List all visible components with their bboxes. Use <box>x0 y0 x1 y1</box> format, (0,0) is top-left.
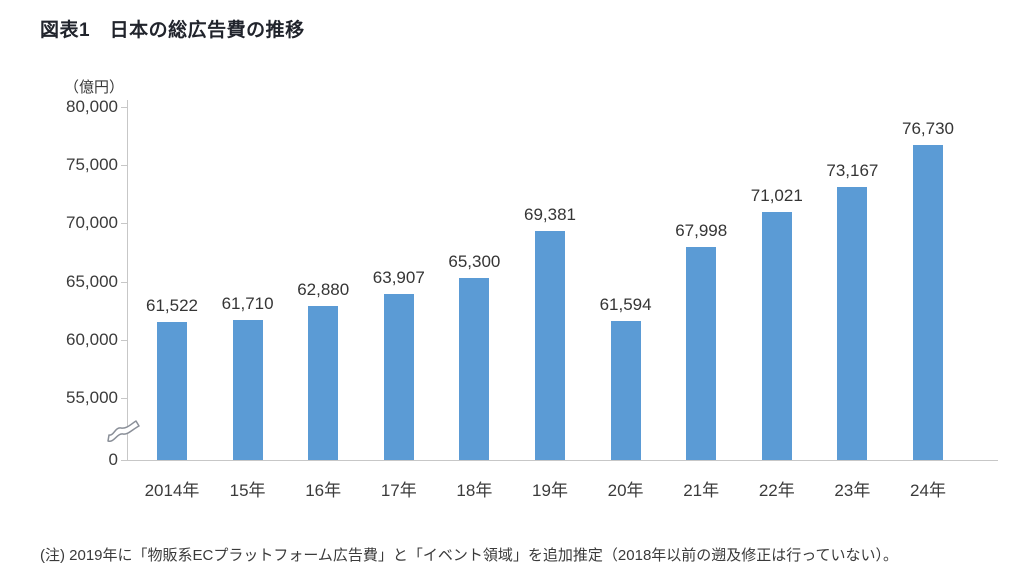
bar-value-label: 65,300 <box>448 252 501 272</box>
y-axis-tick-label: 70,000 <box>66 213 118 233</box>
x-axis-baseline <box>127 460 998 461</box>
bar-value-label: 73,167 <box>826 160 879 180</box>
y-axis-tick <box>121 398 127 399</box>
y-axis-tick <box>121 339 127 341</box>
bar-value-label: 63,907 <box>372 268 425 288</box>
bar <box>383 294 414 460</box>
x-axis-label: 17年 <box>380 481 417 500</box>
bar <box>459 278 490 460</box>
footnote: (注) 2019年に「物販系ECプラットフォーム広告費」と「イベント領域」を追加… <box>40 547 899 564</box>
x-axis-label: 19年 <box>532 481 568 500</box>
chart-title: 図表1 日本の総広告費の推移 <box>40 20 305 41</box>
bar <box>232 319 263 460</box>
bar <box>761 211 792 460</box>
axis-break-icon <box>107 420 140 442</box>
x-axis-label: 2014年 <box>144 481 200 500</box>
y-axis-tick-label: 0 <box>108 450 118 469</box>
bar <box>610 321 641 460</box>
y-axis-tick-label: 55,000 <box>66 388 118 407</box>
x-axis-label: 22年 <box>758 481 795 500</box>
bar-value-label: 61,710 <box>221 293 274 313</box>
bar <box>686 246 717 460</box>
bar-value-label: 67,998 <box>675 220 728 240</box>
bar-value-label: 61,522 <box>146 296 198 316</box>
x-axis-label: 18年 <box>456 481 493 500</box>
y-axis-line <box>127 100 128 460</box>
bar <box>913 145 943 460</box>
x-axis-label: 24年 <box>910 481 946 500</box>
y-axis-tick-label: 80,000 <box>66 97 118 116</box>
bar-value-label: 69,381 <box>524 204 576 224</box>
y-axis-tick-label: 60,000 <box>66 329 118 349</box>
y-axis-tick <box>121 281 127 283</box>
y-axis-tick <box>121 223 127 225</box>
y-axis-tick <box>121 165 127 167</box>
x-axis-label: 20年 <box>607 481 644 500</box>
y-axis-tick <box>121 460 127 461</box>
bar-value-label: 62,880 <box>297 280 350 300</box>
x-axis-label: 23年 <box>834 481 871 500</box>
bar <box>837 186 868 460</box>
bar <box>308 306 339 460</box>
y-axis-unit-label: （億円） <box>63 79 124 96</box>
bar-value-label: 76,730 <box>902 119 954 139</box>
x-axis-label: 15年 <box>229 481 266 500</box>
bar-value-label: 71,021 <box>750 185 803 205</box>
y-axis-tick <box>121 107 127 108</box>
bar <box>535 230 565 460</box>
x-axis-label: 21年 <box>683 481 720 500</box>
y-axis-tick-label: 65,000 <box>66 271 118 291</box>
bar-value-label: 61,594 <box>599 295 652 315</box>
y-axis-tick-label: 75,000 <box>66 155 118 175</box>
x-axis-label: 16年 <box>305 481 342 500</box>
bar <box>157 322 187 460</box>
